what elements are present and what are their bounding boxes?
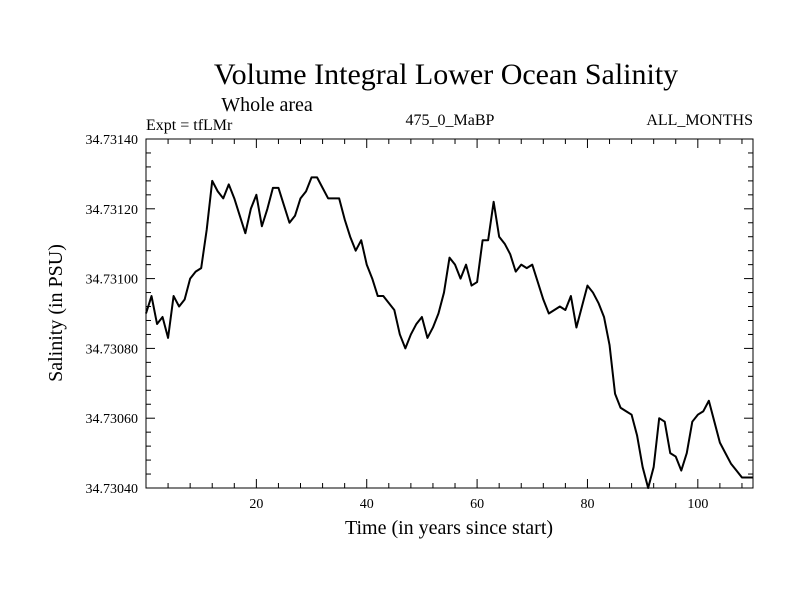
y-axis-label: Salinity (in PSU) — [45, 244, 67, 382]
y-tick-label: 34.73040 — [86, 482, 139, 497]
months-label: ALL_MONTHS — [646, 112, 753, 129]
x-tick-label: 20 — [249, 497, 263, 512]
x-axis: 20 40 60 80 100 — [145, 139, 743, 512]
experiment-label: Expt = tfLMr — [146, 117, 233, 134]
plot-frame — [145, 138, 754, 489]
x-axis-label: Time (in years since start) — [345, 517, 553, 539]
x-tick-label: 40 — [360, 497, 374, 512]
x-tick-label: 80 — [580, 497, 594, 512]
salinity-series-line — [145, 176, 753, 489]
x-tick-label: 60 — [470, 497, 484, 512]
period-label: 475_0_MaBP — [406, 112, 495, 129]
y-tick-label: 34.73080 — [86, 342, 139, 357]
y-axis: 34.73040 34.73060 34.73080 34.73100 34.73120… — [86, 133, 753, 497]
chart-title: Volume Integral Lower Ocean Salinity — [214, 58, 678, 91]
y-tick-label: 34.73120 — [86, 203, 139, 218]
y-tick-label: 34.73060 — [86, 412, 139, 427]
y-tick-label: 34.73140 — [86, 133, 139, 148]
y-tick-label: 34.73100 — [86, 273, 139, 288]
x-tick-label: 100 — [687, 497, 708, 512]
chart-subtitle: Whole area — [221, 94, 313, 116]
